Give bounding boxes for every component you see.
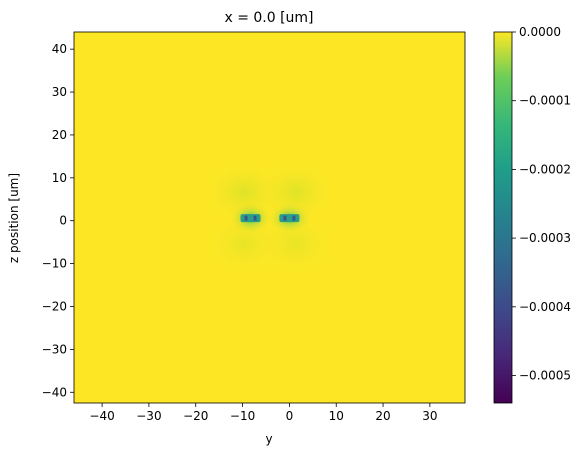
- colorbar: 0.0000 −0.0001 −0.0002 −0.0003 −0.0004 −0.000…: [493, 25, 571, 404]
- x-tick-label: −20: [183, 409, 208, 423]
- y-tick-label: −30: [42, 342, 67, 356]
- colorbar-frame: [493, 31, 513, 404]
- y-tick-label: −10: [42, 257, 67, 271]
- colorbar-tick-label: −0.0001: [519, 94, 571, 108]
- x-axis: −40 −30 −20 −10 0 10 20 30: [89, 403, 438, 423]
- y-tick-label: 30: [52, 85, 67, 99]
- colorbar-tick-label: −0.0002: [519, 162, 571, 176]
- colorbar-tick-label: −0.0005: [519, 369, 571, 383]
- lobe-dark-left-0: [244, 215, 248, 221]
- y-tick-label: 0: [59, 214, 67, 228]
- x-tick-label: 30: [422, 409, 437, 423]
- x-tick-label: −40: [89, 409, 114, 423]
- x-axis-label: y: [265, 432, 272, 446]
- y-axis: −40 −30 −20 −10 0 10 20 30 40: [42, 42, 74, 399]
- y-tick-label: 10: [52, 171, 67, 185]
- x-tick-label: −30: [136, 409, 161, 423]
- lobe-core-0: [240, 214, 261, 223]
- y-axis-label: z position [um]: [7, 173, 21, 263]
- x-tick-label: 0: [286, 409, 294, 423]
- y-tick-label: 40: [52, 42, 67, 56]
- plot-frame: [73, 31, 466, 404]
- y-tick-label: −40: [42, 385, 67, 399]
- lobe-dark-right-0: [253, 215, 257, 221]
- chart-title: x = 0.0 [um]: [224, 10, 313, 26]
- lobe-dark-left-1: [283, 215, 287, 221]
- y-tick-label: 20: [52, 128, 67, 142]
- colorbar-tick-label: −0.0003: [519, 231, 571, 245]
- lobe-dark-right-1: [292, 215, 296, 221]
- colorbar-gradient: [494, 32, 512, 403]
- lobe-core-1: [279, 214, 300, 223]
- colorbar-tick-label: 0.0000: [519, 25, 561, 39]
- heatmap-plot-area: [73, 31, 466, 404]
- x-tick-label: 20: [375, 409, 390, 423]
- y-tick-label: −20: [42, 299, 67, 313]
- colorbar-tick-label: −0.0004: [519, 300, 571, 314]
- x-tick-label: 10: [329, 409, 344, 423]
- x-tick-label: −10: [230, 409, 255, 423]
